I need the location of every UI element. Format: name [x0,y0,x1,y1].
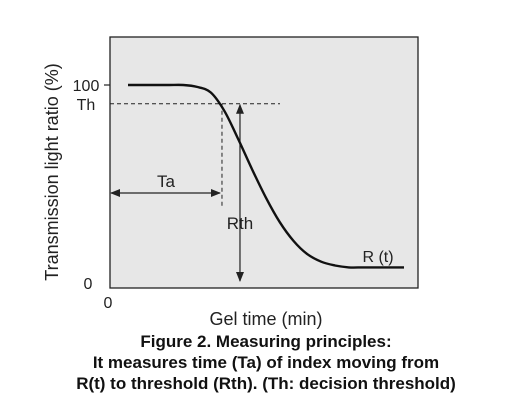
plot-area [109,36,419,289]
y-tick-label-100: 100 [73,78,100,95]
y-axis-title: Transmission light ratio (%) [42,63,62,280]
x-tick-label-0: 0 [104,295,113,312]
caption-line-1: Figure 2. Measuring principles: [140,332,391,351]
series-line-rt [128,83,404,269]
ta-label: Ta [157,172,176,191]
caption-line-2: It measures time (Ta) of index moving fr… [93,353,439,372]
y-tick-label-0: 0 [84,276,93,293]
threshold-tick-label: Th [77,97,96,114]
caption-line-3: R(t) to threshold (Rth). (Th: decision t… [76,374,456,393]
curve-label: R (t) [362,249,393,266]
x-axis-title: Gel time (min) [209,309,322,329]
rth-label: Rth [227,214,253,233]
